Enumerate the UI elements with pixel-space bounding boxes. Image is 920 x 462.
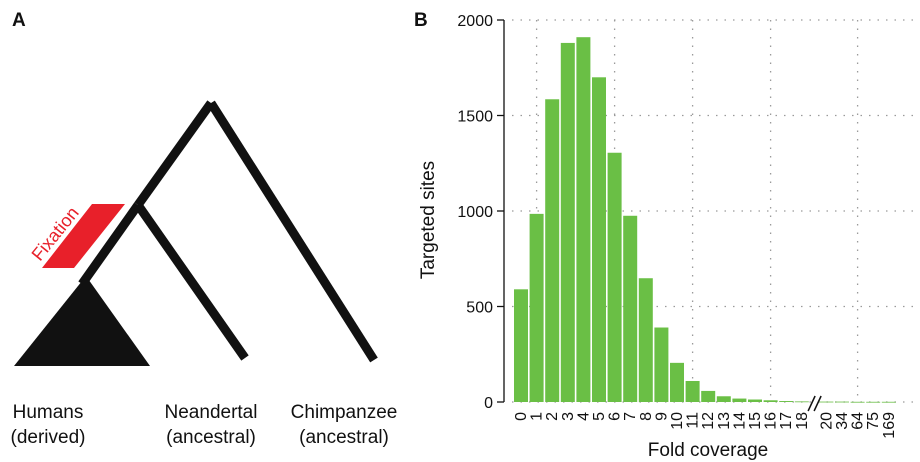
tip-state: (ancestral): [299, 427, 389, 448]
branch-ancestor-to-humans: [78, 202, 142, 287]
x-tick-label: 17: [778, 412, 795, 430]
bar: [560, 42, 575, 403]
bar: [576, 37, 591, 402]
x-tick-label: 5: [591, 412, 608, 421]
x-tick-label: 4: [575, 412, 592, 421]
bar: [881, 401, 896, 403]
bar: [607, 152, 622, 402]
bar: [779, 401, 794, 402]
bar: [654, 327, 669, 402]
x-axis-title: Fold coverage: [648, 440, 768, 461]
x-tick-label: 64: [850, 412, 867, 430]
tip-label-neandertal: Neandertal (ancestral): [150, 400, 272, 450]
humans-clade-triangle: [14, 276, 150, 366]
tip-label-chimpanzee: Chimpanzee (ancestral): [282, 400, 406, 450]
y-tick-label: 1500: [457, 109, 493, 126]
x-tick-label: 18: [794, 412, 811, 430]
x-tick-label: 75: [865, 412, 882, 430]
bar: [670, 362, 684, 402]
x-tick-label: 2: [544, 412, 561, 421]
bar: [716, 396, 731, 402]
bar: [850, 401, 865, 403]
bar: [685, 380, 700, 402]
x-tick-label: 11: [685, 412, 702, 429]
tip-state: (derived): [10, 427, 86, 448]
x-tick-label: 16: [763, 412, 780, 430]
y-tick-label: 0: [484, 395, 493, 412]
bars: [514, 37, 896, 403]
bar: [794, 401, 809, 403]
x-tick-label: 6: [607, 412, 624, 421]
x-tick-label: 3: [560, 412, 577, 421]
bar: [529, 213, 544, 402]
axes: [497, 19, 822, 412]
x-tick-label: 20: [818, 412, 835, 430]
bar: [835, 401, 849, 403]
bar: [623, 215, 638, 402]
tip-state: (ancestral): [166, 427, 256, 448]
x-tick-label: 9: [653, 412, 670, 421]
x-tick-label: 169: [881, 412, 898, 439]
x-tick-label: 7: [622, 412, 639, 421]
x-tick-label: 1: [529, 412, 546, 421]
bar: [866, 401, 881, 403]
y-tick-label: 2000: [457, 13, 493, 30]
bar: [819, 401, 834, 403]
y-tick-label: 1000: [457, 204, 493, 221]
fixation-marker: [42, 204, 125, 268]
x-tick-label: 14: [731, 412, 748, 430]
bar: [763, 400, 778, 402]
bar: [545, 99, 560, 402]
panel-a-label: A: [12, 10, 26, 31]
axis-break-mark: [813, 395, 822, 412]
x-tick-label: 10: [669, 412, 686, 430]
x-tick-label: 8: [638, 412, 655, 421]
x-tick-label: 12: [700, 412, 717, 430]
axis-break-mark: [807, 395, 816, 412]
x-tick-label: 13: [716, 412, 733, 430]
phylogenetic-tree: Fixation: [14, 100, 378, 366]
bar: [748, 399, 762, 402]
tip-label-humans: Humans (derived): [0, 400, 96, 450]
y-axis-title: Targeted sites: [418, 161, 439, 279]
branch-ancestor-to-neandertal: [134, 202, 249, 361]
bar: [701, 390, 716, 402]
bar: [514, 289, 528, 402]
x-tick-label: 15: [747, 412, 764, 430]
x-tick-label: 34: [834, 412, 851, 430]
branch-root-to-ancestor: [134, 100, 215, 208]
y-tick-label: 500: [466, 300, 493, 317]
tip-name: Chimpanzee: [290, 402, 398, 423]
bar: [732, 398, 747, 402]
tip-name: Humans: [12, 402, 84, 423]
bar: [638, 278, 653, 402]
panel-b-label: B: [414, 10, 428, 31]
branch-root-to-chimpanzee: [207, 100, 378, 363]
tick-labels: 0500100015002000012345678910111213141516…: [457, 13, 897, 439]
tip-name: Neandertal: [164, 402, 258, 423]
bar: [592, 77, 606, 403]
x-tick-label: 0: [513, 412, 530, 421]
